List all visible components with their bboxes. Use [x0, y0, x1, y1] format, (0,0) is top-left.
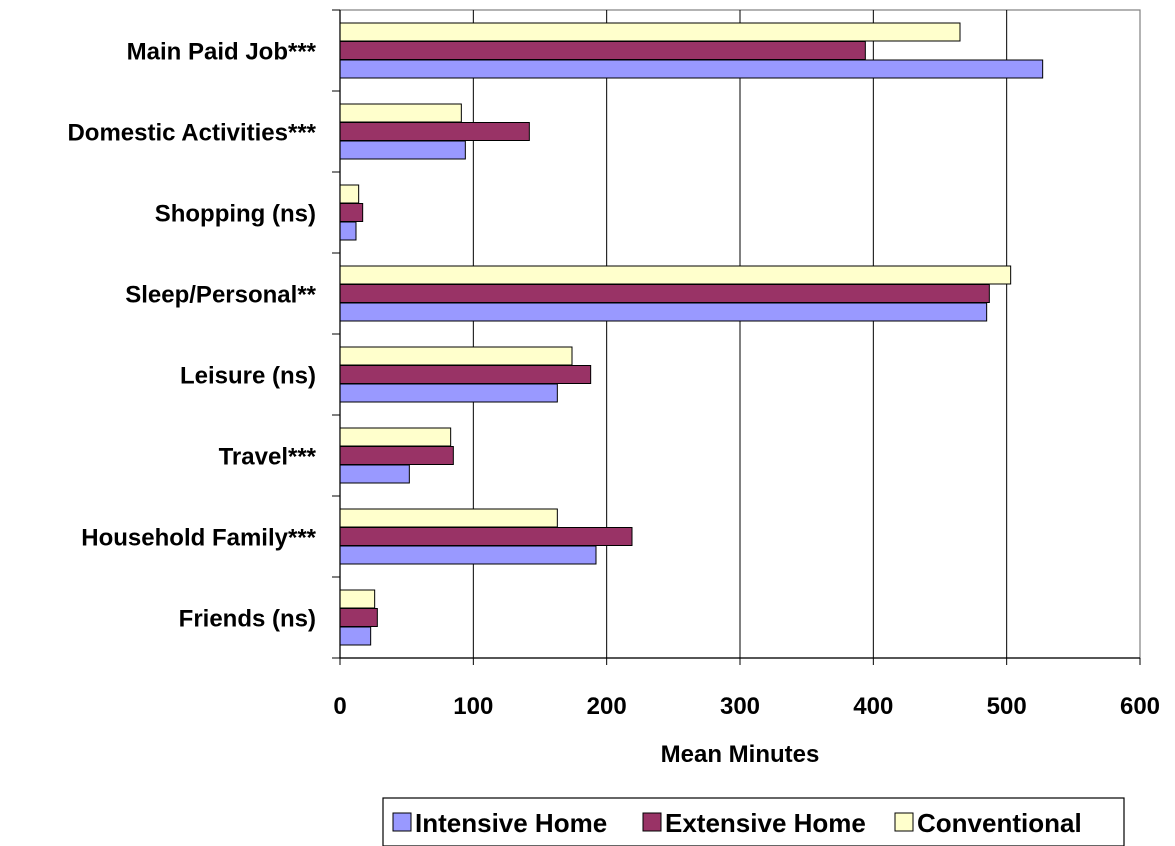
bar-extensive-home-friends-ns [339, 608, 378, 627]
category-label: Leisure (ns) [180, 363, 316, 390]
legend-box [382, 797, 1125, 846]
bars [339, 22, 1044, 646]
category-label: Travel*** [219, 444, 317, 471]
bar-extensive-home-leisure-ns [339, 365, 592, 384]
legend-swatch-intensive-home [392, 812, 412, 832]
category-label: Main Paid Job*** [127, 39, 317, 66]
x-tick-label: 0 [333, 693, 346, 720]
bar-conventional-shopping-ns [339, 184, 360, 204]
x-axis-title: Mean Minutes [661, 741, 820, 768]
category-label: Household Family*** [81, 525, 316, 552]
legend-label-extensive-home: Extensive Home [665, 808, 866, 838]
category-label: Shopping (ns) [155, 201, 316, 228]
bar-extensive-home-household-family [339, 527, 633, 546]
bar-extensive-home-domestic-activities [339, 122, 530, 141]
legend: Intensive Home Extensive Home Conventional [382, 797, 1125, 846]
x-tick-label: 100 [453, 693, 493, 720]
bar-intensive-home-main-paid-job [339, 59, 1044, 79]
bar-intensive-home-leisure-ns [339, 383, 558, 403]
bar-intensive-home-sleep-personal [339, 302, 988, 322]
category-labels: Main Paid Job*** Domestic Activities*** Sh… [67, 39, 316, 633]
bar-intensive-home-travel [339, 464, 410, 484]
x-tick-label: 200 [587, 693, 627, 720]
category-label: Domestic Activities*** [67, 120, 316, 147]
legend-swatch-conventional [894, 812, 914, 832]
bar-conventional-leisure-ns [339, 346, 573, 366]
legend-label-intensive-home: Intensive Home [415, 808, 607, 838]
axes [332, 9, 1141, 665]
legend-swatch-extensive-home [642, 812, 662, 832]
bar-intensive-home-friends-ns [339, 626, 372, 646]
bar-extensive-home-sleep-personal [339, 284, 990, 303]
x-tick-label: 400 [853, 693, 893, 720]
x-tick-label: 600 [1120, 693, 1160, 720]
bar-conventional-main-paid-job [339, 22, 961, 42]
bar-conventional-friends-ns [339, 589, 376, 609]
bar-intensive-home-domestic-activities [339, 140, 466, 160]
legend-label-conventional: Conventional [917, 808, 1082, 838]
x-tick-label: 300 [720, 693, 760, 720]
bar-conventional-sleep-personal [339, 265, 1012, 285]
x-tick-labels: 0 100 200 300 400 500 600 [333, 693, 1160, 720]
bar-conventional-household-family [339, 508, 558, 528]
category-label: Sleep/Personal** [125, 282, 316, 309]
bar-intensive-home-shopping-ns [339, 221, 357, 241]
category-label: Friends (ns) [179, 606, 316, 633]
bar-extensive-home-main-paid-job [339, 41, 866, 60]
bar-conventional-domestic-activities [339, 103, 462, 123]
x-tick-label: 500 [987, 693, 1027, 720]
bar-intensive-home-household-family [339, 545, 597, 565]
bar-conventional-travel [339, 427, 452, 447]
bar-extensive-home-shopping-ns [339, 203, 364, 222]
bar-extensive-home-travel [339, 446, 454, 465]
